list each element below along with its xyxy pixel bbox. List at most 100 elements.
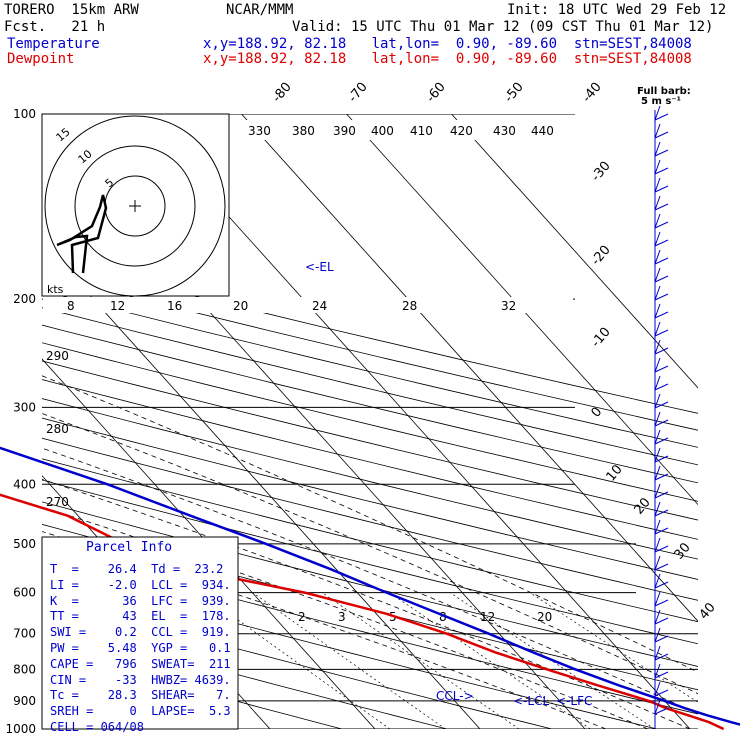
mixing-ratio-label: 24 [312, 299, 327, 313]
dry-adiabat [42, 437, 698, 601]
moist-adiabat [42, 413, 698, 695]
mixing-ratio-label: 12 [110, 299, 125, 313]
wind-barb [654, 555, 669, 571]
pressure-label-600: 600 [13, 586, 36, 600]
mixing-ratio-label: 3 [338, 610, 346, 624]
pressure-label-500: 500 [13, 537, 36, 551]
dry-adiabat [42, 417, 698, 580]
dry-adiabat [42, 342, 698, 502]
hodograph-units: kts [47, 283, 64, 296]
wind-barb [654, 447, 669, 463]
wind-barb [654, 105, 669, 121]
hodograph-ring [74, 145, 196, 267]
theta-label-strip [240, 120, 570, 140]
mixing-ratio-label: 8 [439, 610, 447, 624]
wind-barb [654, 339, 669, 355]
pressure-label-700: 700 [13, 627, 36, 641]
wind-barb [654, 249, 669, 265]
parcel-info-row: LI = -2.0 LCL = 934. [50, 577, 231, 592]
theta-left-label: 280 [46, 422, 69, 436]
wind-barb [654, 177, 669, 193]
isotherm-label: 40 [697, 600, 719, 622]
wind-barb [654, 411, 669, 427]
dry-adiabat [42, 307, 698, 466]
dry-adiabat [42, 501, 698, 667]
parcel-info-row: CELL = 064/08 [50, 720, 144, 734]
dry-adiabat [42, 458, 698, 623]
center-title: NCAR/MMM [226, 2, 294, 18]
wind-barb [654, 465, 669, 481]
parcel-info-row: Tc = 28.3 SHEAR= 7. [50, 688, 231, 703]
wind-barb [654, 123, 669, 139]
wind-barb [654, 141, 669, 157]
parcel-info-row: TT = 43 EL = 178. [50, 609, 231, 624]
parcel-info-row: SREH = 0 LAPSE= 5.3 [50, 704, 231, 719]
wind-barb [654, 213, 669, 229]
wind-barb [654, 699, 669, 715]
hodograph-ring [44, 115, 226, 297]
lcl-marker: <-LCL [513, 694, 549, 708]
parcel-info-box [41, 536, 239, 730]
wind-barb [654, 321, 669, 337]
pressure-label-800: 800 [13, 662, 36, 676]
pressure-label-200: 200 [13, 292, 36, 306]
dry-adiabat [42, 290, 698, 448]
isotherm-label: -40 [580, 80, 605, 106]
wind-barb [654, 393, 669, 409]
isotherm-label: -30 [589, 159, 614, 185]
theta-label: 380 [292, 124, 315, 138]
wind-barb [654, 663, 669, 679]
isotherm-label: -70 [346, 80, 371, 106]
mixing-ratio-label: 2 [298, 610, 306, 624]
mixing-ratio-line [252, 592, 446, 729]
theta-label: 390 [333, 124, 356, 138]
wind-barb [654, 357, 669, 373]
isotherm-line [451, 114, 698, 389]
isotherm-label: -60 [424, 80, 449, 106]
isotherm-line [241, 114, 698, 622]
pressure-label-300: 300 [13, 400, 36, 414]
isotherm-label: 30 [672, 540, 694, 562]
lfc-marker: <-LFC [556, 694, 592, 708]
init-time: Init: 18 UTC Wed 29 Feb 12 [507, 2, 727, 18]
dry-adiabat [42, 595, 552, 729]
mixing-ratio-label: 28 [402, 299, 417, 313]
forecast-hour: Fcst. 21 h [4, 19, 106, 35]
theta-left-label: 290 [46, 349, 69, 363]
dry-adiabat [42, 479, 698, 645]
wind-barb [654, 267, 669, 283]
mixing-ratio-label: 16 [167, 299, 182, 313]
dry-adiabat [42, 257, 698, 414]
moist-adiabat [42, 447, 698, 715]
pressure-label-400: 400 [13, 477, 36, 491]
theta-label: 400 [371, 124, 394, 138]
wind-barb-title: Full barb: [637, 86, 691, 97]
temperature-location: x,y=188.92, 82.18 lat,lon= 0.90, -89.60 … [203, 36, 692, 52]
wind-barb [654, 519, 669, 535]
temperature-legend: Temperature [7, 36, 100, 52]
isotherm-line [346, 114, 698, 506]
wind-barb [654, 429, 669, 445]
pressure-label-100: 100 [13, 107, 36, 121]
wind-barb [654, 195, 669, 211]
mixing-ratio-label: 20 [537, 610, 552, 624]
moist-adiabat [42, 506, 649, 729]
parcel-info-title: Parcel Info [86, 540, 173, 555]
wind-barb [654, 609, 669, 625]
el-marker: <-EL [305, 260, 334, 274]
wind-barb [654, 681, 669, 697]
parcel-info-row: T = 26.4 Td = 23.2 [50, 562, 224, 576]
parcel-info-row: K = 36 LFC = 939. [50, 593, 231, 608]
isotherm-label: -80 [270, 80, 295, 106]
wind-barb [654, 375, 669, 391]
dry-adiabat [42, 324, 698, 484]
temperature-trace [0, 446, 740, 726]
wind-barb [654, 303, 669, 319]
wind-barb [654, 159, 669, 175]
dry-adiabat [42, 570, 657, 729]
wind-barb [654, 537, 669, 553]
parcel-info-row: CIN = -33 HWBZ= 4639. [50, 672, 231, 687]
theta-label: 420 [450, 124, 473, 138]
mixing-ratio-line [322, 592, 520, 729]
